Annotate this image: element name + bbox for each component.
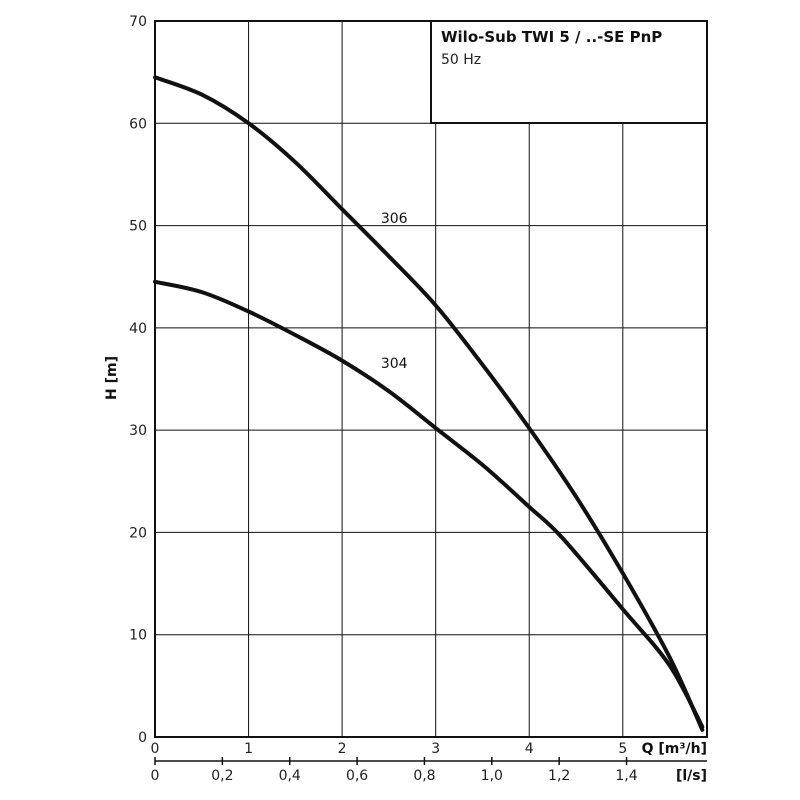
chart-title: Wilo-Sub TWI 5 / ..-SE PnP [441,28,662,46]
curves [153,75,705,732]
x-tick-label: 3 [431,741,440,757]
x-tick-label: 2 [338,741,347,757]
x2-tick-label: 0 [151,768,160,784]
y-tick-label: 10 [129,628,147,644]
chart-subtitle: 50 Hz [441,52,481,68]
x2-tick-label: 0,6 [346,768,368,784]
y-tick-labels: 0 10 20 30 40 50 60 70 [129,14,147,746]
secondary-x-axis: 0 0,2 0,4 0,6 0,8 1,0 1,2 1,4 [151,757,707,784]
x2-tick-label: 0,8 [413,768,435,784]
y-tick-label: 20 [129,525,147,541]
title-box-frame [430,20,708,124]
x2-axis-title: [l/s] [676,768,707,784]
x2-tick-label: 1,2 [548,768,570,784]
x2-tick-label: 1,0 [481,768,503,784]
y-tick-label: 30 [129,423,147,439]
curve-306 [153,75,705,732]
x-axis-title: Q [m³/h] [642,741,707,757]
y-axis-title: H [m] [104,356,120,400]
y-tick-label: 70 [129,14,147,30]
x-tick-labels: 0 1 2 3 4 5 [151,741,628,757]
grid [154,20,707,738]
curve-labels: 306 304 [381,211,408,372]
y-tick-label: 60 [129,116,147,132]
x-tick-label: 1 [244,741,253,757]
y-tick-label: 40 [129,321,147,337]
curve-label-306: 306 [381,211,408,227]
y-tick-label: 50 [129,219,147,235]
x2-tick-label: 1,4 [615,768,637,784]
plot-border [154,20,708,738]
title-box: Wilo-Sub TWI 5 / ..-SE PnP 50 Hz [430,20,708,124]
x-tick-label: 0 [151,741,160,757]
curve-304 [153,279,705,729]
x2-tick-label: 0,2 [211,768,233,784]
y-tick-label: 0 [138,730,147,746]
x2-tick-label: 0,4 [279,768,301,784]
plot-frame [154,20,708,738]
x-tick-label: 5 [618,741,627,757]
curve-label-304: 304 [381,356,408,372]
x-tick-label: 4 [525,741,534,757]
